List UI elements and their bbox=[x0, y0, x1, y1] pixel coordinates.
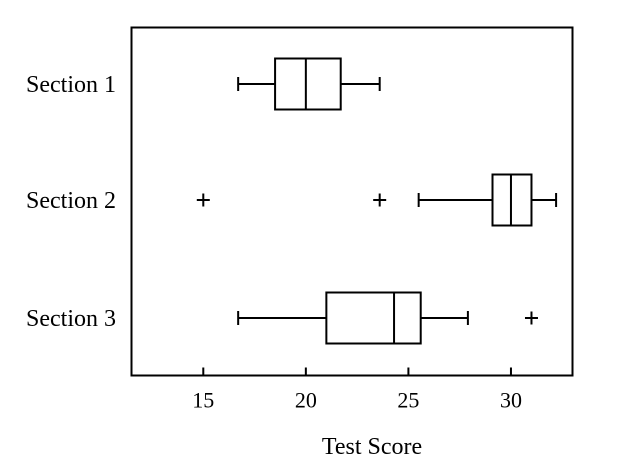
category-label: Section 3 bbox=[26, 306, 116, 332]
box-group-2 bbox=[196, 173, 558, 227]
box-group-1 bbox=[237, 57, 381, 111]
box-group-3 bbox=[237, 291, 538, 345]
iqr-box bbox=[274, 57, 342, 111]
category-label: Section 1 bbox=[26, 72, 116, 98]
category-label: Section 2 bbox=[26, 188, 116, 214]
x-axis-label: Test Score bbox=[322, 434, 422, 460]
outlier-marker bbox=[196, 193, 210, 207]
x-tick-label: 20 bbox=[295, 388, 317, 413]
x-tick-label: 30 bbox=[500, 388, 522, 413]
iqr-box bbox=[491, 173, 533, 227]
outlier-marker bbox=[373, 193, 387, 207]
plot-frame bbox=[130, 26, 574, 377]
iqr-box bbox=[325, 291, 422, 345]
x-tick-label: 15 bbox=[192, 388, 214, 413]
x-tick-label: 25 bbox=[397, 388, 419, 413]
outlier-marker bbox=[524, 311, 538, 325]
